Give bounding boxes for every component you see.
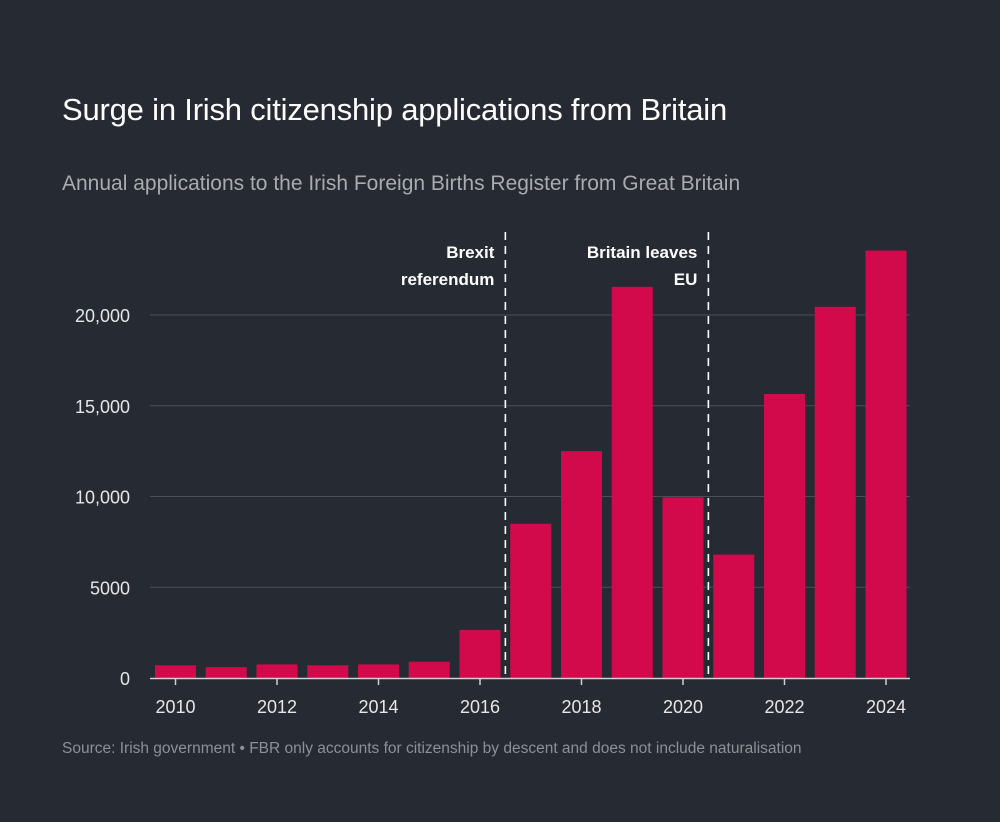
x-tick-label: 2018 — [561, 697, 601, 717]
bar-2015 — [408, 661, 450, 678]
y-axis-labels: 0 5000 10,000 15,000 20,000 — [75, 306, 130, 689]
bar-2023 — [814, 306, 856, 678]
annotation-label: EU — [674, 270, 698, 289]
x-tick-label: 2022 — [764, 697, 804, 717]
bar-2017 — [510, 523, 552, 678]
x-tick-label: 2010 — [155, 697, 195, 717]
x-axis-labels: 2010 2012 2014 2016 2018 2020 2022 2024 — [155, 697, 906, 717]
bar-2011 — [205, 667, 247, 678]
x-tick-label: 2024 — [866, 697, 906, 717]
annotation-label: referendum — [401, 270, 495, 289]
bar-2014 — [358, 664, 399, 678]
chart-title: Surge in Irish citizenship applications … — [62, 92, 728, 127]
bar-2019 — [611, 286, 653, 678]
y-tick-label: 15,000 — [75, 397, 130, 417]
y-tick-label: 5000 — [90, 578, 130, 598]
source-note: Source: Irish government • FBR only acco… — [62, 740, 802, 757]
bar-2012 — [256, 664, 298, 678]
bar-2013 — [307, 665, 349, 678]
bar-2016 — [459, 629, 501, 678]
chart-subtitle: Annual applications to the Irish Foreign… — [62, 172, 741, 195]
bars — [155, 250, 907, 678]
y-tick-label: 10,000 — [75, 488, 130, 508]
x-tick-label: 2016 — [460, 697, 500, 717]
bar-2022 — [764, 393, 805, 678]
y-tick-label: 0 — [120, 669, 130, 689]
annotations: Brexit referendum Britain leaves EU — [401, 232, 710, 678]
x-tick-label: 2012 — [257, 697, 297, 717]
annotation-label: Britain leaves — [587, 243, 698, 262]
x-tick-label: 2014 — [358, 697, 398, 717]
bar-2018 — [561, 451, 602, 678]
bar-2021 — [713, 554, 755, 678]
bar-2024 — [865, 250, 907, 678]
x-tick-label: 2020 — [663, 697, 703, 717]
x-axis — [150, 677, 910, 685]
annotation-label: Brexit — [446, 243, 495, 262]
y-tick-label: 20,000 — [75, 306, 130, 326]
bar-2020 — [662, 497, 704, 678]
bar-2010 — [155, 665, 196, 678]
